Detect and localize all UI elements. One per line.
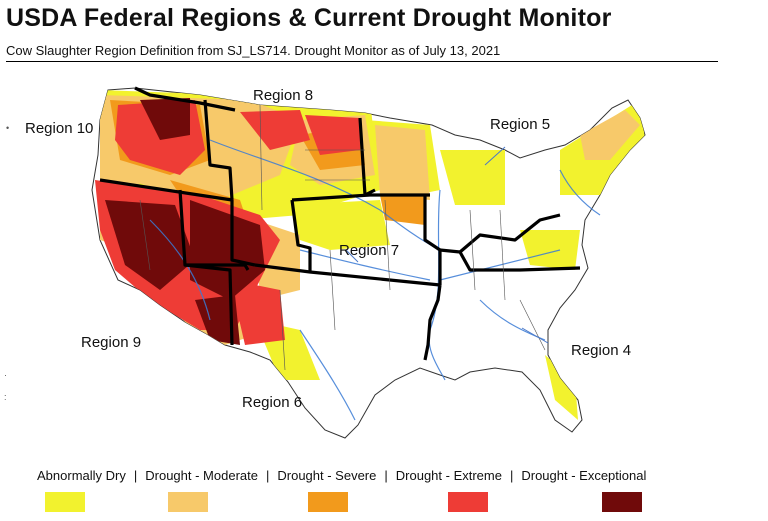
region-9-label: Region 9 — [81, 334, 142, 351]
legend-swatch-extreme — [448, 492, 488, 512]
page-title: USDA Federal Regions & Current Drought M… — [6, 4, 612, 32]
drought-map — [91, 86, 646, 439]
subtitle-underline — [6, 61, 718, 62]
region-boundaries — [99, 86, 581, 361]
region-6-label: Region 6 — [242, 394, 303, 411]
region-7-label: Region 7 — [339, 242, 400, 259]
legend-separator: | — [384, 468, 388, 483]
margin-mark: · — [4, 370, 7, 380]
drought-legend: Abnormally Dry | Drought - Moderate | Drough… — [0, 466, 768, 521]
legend-label-abnormally-dry: Abnormally Dry — [37, 468, 126, 483]
legend-separator: | — [509, 468, 514, 483]
legend-swatch-exceptional — [602, 492, 642, 512]
legend-separator: | — [133, 468, 138, 483]
legend-label-severe: Drought - Severe — [277, 468, 377, 483]
legend-swatch-abnormally-dry — [45, 492, 85, 512]
legend-swatch-severe — [308, 492, 348, 512]
region-callout-arrows — [345, 146, 549, 344]
margin-mark: • — [6, 123, 10, 133]
legend-labels: Abnormally Dry | Drought - Moderate | Drough… — [37, 468, 646, 483]
region-10-label: Region 10 — [25, 120, 94, 137]
page-subtitle: Cow Slaughter Region Definition from SJ_… — [6, 43, 501, 58]
legend-label-exceptional: Drought - Exceptional — [521, 468, 647, 483]
legend-label-moderate: Drought - Moderate — [145, 468, 258, 483]
legend-swatch-moderate — [168, 492, 208, 512]
legend-separator: | — [265, 468, 270, 483]
drought-exceptional-areas — [105, 98, 265, 345]
legend-label-extreme: Drought - Extreme — [395, 468, 502, 483]
margin-mark: : — [4, 392, 7, 402]
region-8-label: Region 8 — [253, 87, 314, 104]
region-5-label: Region 5 — [490, 116, 551, 133]
state-lines — [139, 104, 546, 371]
region-4-label: Region 4 — [571, 342, 632, 359]
